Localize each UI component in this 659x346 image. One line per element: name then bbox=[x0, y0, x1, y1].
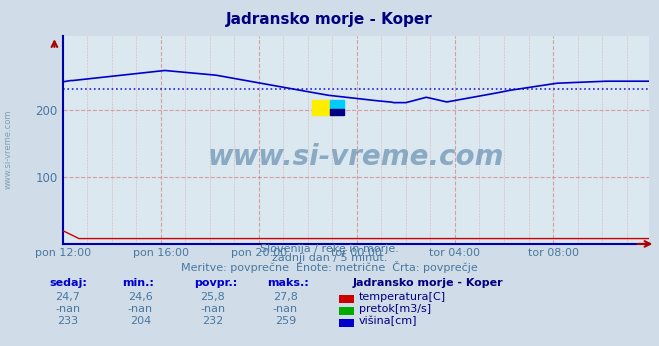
Text: zadnji dan / 5 minut.: zadnji dan / 5 minut. bbox=[272, 253, 387, 263]
Bar bbox=[330, 109, 344, 115]
Text: 232: 232 bbox=[202, 316, 223, 326]
Text: 24,6: 24,6 bbox=[128, 292, 153, 302]
Text: 204: 204 bbox=[130, 316, 151, 326]
Text: sedaj:: sedaj: bbox=[49, 279, 87, 289]
Text: -nan: -nan bbox=[200, 304, 225, 314]
Text: -nan: -nan bbox=[55, 304, 80, 314]
Text: -nan: -nan bbox=[128, 304, 153, 314]
Text: 233: 233 bbox=[57, 316, 78, 326]
Text: www.si-vreme.com: www.si-vreme.com bbox=[3, 109, 13, 189]
Text: min.:: min.: bbox=[122, 279, 154, 289]
Text: 259: 259 bbox=[275, 316, 296, 326]
Text: www.si-vreme.com: www.si-vreme.com bbox=[208, 143, 504, 171]
Text: višina[cm]: višina[cm] bbox=[359, 316, 418, 326]
Text: Meritve: povprečne  Enote: metrične  Črta: povprečje: Meritve: povprečne Enote: metrične Črta:… bbox=[181, 261, 478, 273]
Text: 25,8: 25,8 bbox=[200, 292, 225, 302]
Text: temperatura[C]: temperatura[C] bbox=[359, 292, 446, 302]
Text: Slovenija / reke in morje.: Slovenija / reke in morje. bbox=[260, 244, 399, 254]
Text: -nan: -nan bbox=[273, 304, 298, 314]
Text: povpr.:: povpr.: bbox=[194, 279, 238, 289]
Text: maks.:: maks.: bbox=[267, 279, 308, 289]
Text: 24,7: 24,7 bbox=[55, 292, 80, 302]
Text: pretok[m3/s]: pretok[m3/s] bbox=[359, 304, 431, 314]
Text: 27,8: 27,8 bbox=[273, 292, 298, 302]
Bar bbox=[312, 100, 330, 115]
Bar bbox=[330, 100, 344, 109]
Text: Jadransko morje - Koper: Jadransko morje - Koper bbox=[226, 12, 433, 27]
Text: Jadransko morje - Koper: Jadransko morje - Koper bbox=[353, 279, 503, 289]
